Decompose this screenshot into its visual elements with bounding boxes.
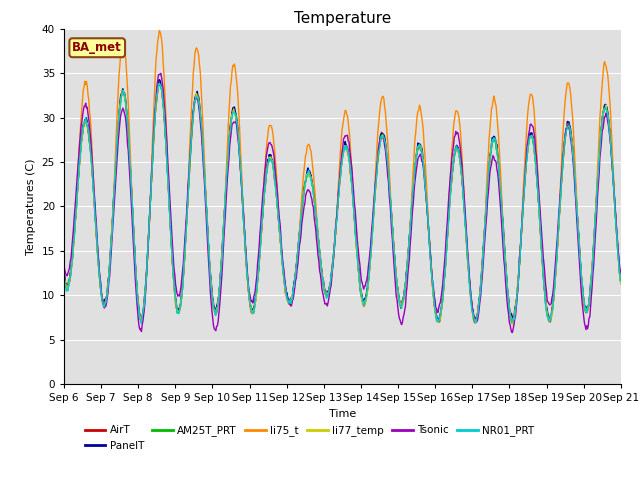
X-axis label: Time: Time [329,408,356,419]
AM25T_PRT [508,320,515,326]
AirT [215,291,223,297]
NR01_PRT [428,274,436,280]
Tsonic [157,71,164,76]
AM25T_PRT [428,264,435,269]
Tsonic [127,202,135,207]
Line: Tsonic: Tsonic [64,73,621,333]
AM25T_PRT [617,281,625,287]
PanelT [428,264,435,269]
AM25T_PRT [60,274,68,279]
Tsonic [411,180,419,185]
Y-axis label: Temperatures (C): Temperatures (C) [26,158,36,255]
Tsonic [214,319,222,324]
Tsonic [70,216,78,222]
NR01_PRT [60,276,68,282]
NR01_PRT [70,238,78,243]
Text: BA_met: BA_met [72,41,122,54]
NR01_PRT [127,186,135,192]
li75_t [470,320,478,326]
AM25T_PRT [185,180,193,186]
PanelT [185,179,193,184]
AirT [428,273,436,279]
AirT [617,279,625,285]
li75_t [185,169,193,175]
NR01_PRT [617,278,625,284]
li75_t [156,28,163,34]
Tsonic [185,174,193,180]
Tsonic [428,262,435,267]
PanelT [411,165,419,171]
li77_temp [70,235,78,240]
Tsonic [60,264,68,269]
li77_temp [617,281,625,287]
NR01_PRT [186,164,193,170]
NR01_PRT [412,161,419,167]
Legend: AirT, PanelT, AM25T_PRT, li75_t, li77_temp, Tsonic, NR01_PRT: AirT, PanelT, AM25T_PRT, li75_t, li77_te… [81,421,539,455]
Tsonic [617,270,625,276]
Tsonic [509,330,516,336]
PanelT [127,184,135,190]
li75_t [428,264,435,269]
AM25T_PRT [214,300,222,306]
PanelT [214,298,222,303]
li75_t [70,236,78,241]
AirT [127,185,135,191]
Title: Temperature: Temperature [294,11,391,26]
li75_t [127,180,135,185]
li77_temp [411,164,419,170]
Line: AirT: AirT [64,83,621,323]
li75_t [617,277,625,283]
AirT [412,160,419,166]
li77_temp [214,301,222,307]
li77_temp [60,273,68,279]
AM25T_PRT [411,167,419,172]
PanelT [60,272,68,277]
AM25T_PRT [127,186,135,192]
Line: li77_temp: li77_temp [64,84,621,324]
AirT [60,274,68,279]
li77_temp [127,185,135,191]
PanelT [617,276,625,282]
PanelT [156,77,163,83]
li77_temp [185,182,193,188]
li75_t [60,269,68,275]
Line: NR01_PRT: NR01_PRT [64,84,621,323]
Line: li75_t: li75_t [64,31,621,323]
AirT [138,320,145,326]
li77_temp [509,322,516,327]
li77_temp [428,262,435,268]
PanelT [546,317,554,323]
NR01_PRT [138,320,145,326]
Line: PanelT: PanelT [64,80,621,320]
li75_t [411,138,419,144]
li75_t [214,300,222,305]
AirT [186,169,193,175]
PanelT [70,233,78,239]
NR01_PRT [155,81,163,86]
AirT [156,80,163,85]
li77_temp [156,81,163,86]
AM25T_PRT [70,235,78,240]
AirT [70,235,78,240]
AM25T_PRT [155,82,163,88]
NR01_PRT [215,294,223,300]
Line: AM25T_PRT: AM25T_PRT [64,85,621,323]
